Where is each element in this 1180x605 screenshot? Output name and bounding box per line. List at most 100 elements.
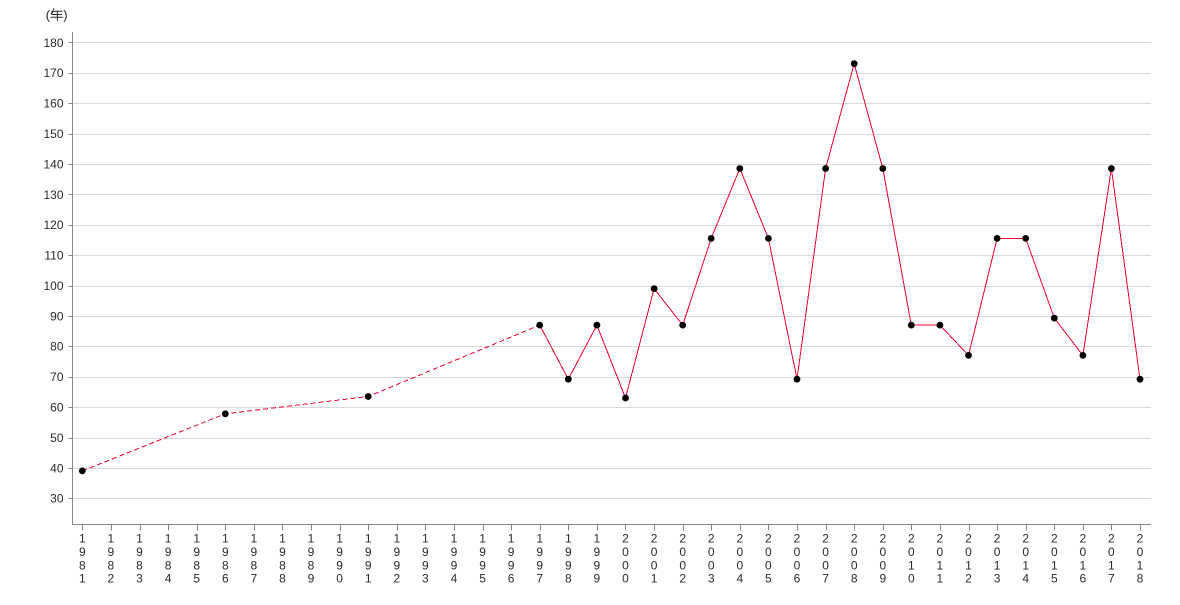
svg-text:): ) bbox=[63, 8, 67, 23]
svg-text:2: 2 bbox=[108, 572, 115, 586]
svg-text:160: 160 bbox=[43, 97, 63, 111]
svg-text:2: 2 bbox=[679, 532, 686, 546]
svg-text:170: 170 bbox=[43, 66, 63, 80]
svg-text:9: 9 bbox=[308, 572, 315, 586]
svg-text:1: 1 bbox=[1051, 558, 1058, 572]
svg-text:4: 4 bbox=[165, 572, 172, 586]
svg-text:9: 9 bbox=[393, 558, 400, 572]
svg-text:0: 0 bbox=[937, 545, 944, 559]
svg-text:2: 2 bbox=[822, 532, 829, 546]
svg-text:1: 1 bbox=[365, 572, 372, 586]
svg-text:1: 1 bbox=[279, 532, 286, 546]
svg-text:9: 9 bbox=[336, 545, 343, 559]
svg-text:40: 40 bbox=[50, 461, 64, 475]
svg-text:1: 1 bbox=[451, 532, 458, 546]
svg-text:0: 0 bbox=[679, 558, 686, 572]
svg-text:0: 0 bbox=[736, 545, 743, 559]
svg-text:9: 9 bbox=[422, 558, 429, 572]
svg-text:0: 0 bbox=[822, 558, 829, 572]
svg-text:2: 2 bbox=[937, 532, 944, 546]
svg-text:9: 9 bbox=[594, 545, 601, 559]
svg-text:1: 1 bbox=[79, 532, 86, 546]
svg-text:120: 120 bbox=[43, 218, 63, 232]
svg-text:9: 9 bbox=[279, 545, 286, 559]
svg-text:0: 0 bbox=[622, 545, 629, 559]
svg-text:130: 130 bbox=[43, 188, 63, 202]
svg-text:1: 1 bbox=[79, 572, 86, 586]
svg-text:2: 2 bbox=[1080, 532, 1087, 546]
svg-text:4: 4 bbox=[1022, 572, 1029, 586]
svg-text:1: 1 bbox=[1080, 558, 1087, 572]
svg-text:2: 2 bbox=[794, 532, 801, 546]
svg-text:2: 2 bbox=[965, 572, 972, 586]
svg-text:60: 60 bbox=[50, 401, 64, 415]
svg-text:5: 5 bbox=[479, 572, 486, 586]
svg-text:2: 2 bbox=[1022, 532, 1029, 546]
svg-text:1: 1 bbox=[1108, 558, 1115, 572]
svg-text:1: 1 bbox=[937, 558, 944, 572]
svg-text:9: 9 bbox=[536, 558, 543, 572]
svg-text:8: 8 bbox=[79, 558, 86, 572]
svg-text:6: 6 bbox=[1080, 572, 1087, 586]
svg-text:9: 9 bbox=[193, 545, 200, 559]
svg-text:2: 2 bbox=[679, 572, 686, 586]
svg-text:2: 2 bbox=[393, 572, 400, 586]
svg-text:9: 9 bbox=[594, 558, 601, 572]
svg-text:4: 4 bbox=[451, 572, 458, 586]
svg-text:1: 1 bbox=[165, 532, 172, 546]
svg-text:2: 2 bbox=[851, 532, 858, 546]
svg-text:9: 9 bbox=[536, 545, 543, 559]
svg-text:8: 8 bbox=[165, 558, 172, 572]
svg-text:8: 8 bbox=[222, 558, 229, 572]
svg-text:9: 9 bbox=[422, 545, 429, 559]
svg-text:7: 7 bbox=[1108, 572, 1115, 586]
svg-text:8: 8 bbox=[193, 558, 200, 572]
svg-text:2: 2 bbox=[994, 532, 1001, 546]
svg-text:2: 2 bbox=[965, 532, 972, 546]
svg-text:0: 0 bbox=[765, 545, 772, 559]
svg-text:1: 1 bbox=[565, 532, 572, 546]
svg-text:7: 7 bbox=[536, 572, 543, 586]
svg-text:0: 0 bbox=[336, 572, 343, 586]
svg-text:1: 1 bbox=[251, 532, 258, 546]
svg-text:1: 1 bbox=[308, 532, 315, 546]
svg-text:9: 9 bbox=[136, 545, 143, 559]
svg-text:0: 0 bbox=[651, 545, 658, 559]
svg-text:9: 9 bbox=[508, 558, 515, 572]
svg-text:6: 6 bbox=[508, 572, 515, 586]
svg-text:0: 0 bbox=[851, 545, 858, 559]
svg-text:1: 1 bbox=[965, 558, 972, 572]
svg-text:1: 1 bbox=[1022, 558, 1029, 572]
svg-text:0: 0 bbox=[965, 545, 972, 559]
svg-text:1: 1 bbox=[994, 558, 1001, 572]
svg-text:9: 9 bbox=[365, 545, 372, 559]
svg-text:1: 1 bbox=[536, 532, 543, 546]
svg-text:2: 2 bbox=[908, 532, 915, 546]
svg-text:9: 9 bbox=[251, 545, 258, 559]
svg-text:(: ( bbox=[46, 8, 51, 23]
svg-text:1: 1 bbox=[1137, 558, 1144, 572]
svg-text:0: 0 bbox=[708, 558, 715, 572]
svg-text:5: 5 bbox=[1051, 572, 1058, 586]
svg-text:9: 9 bbox=[479, 558, 486, 572]
svg-text:3: 3 bbox=[994, 572, 1001, 586]
svg-text:9: 9 bbox=[879, 572, 886, 586]
svg-text:0: 0 bbox=[879, 545, 886, 559]
svg-text:8: 8 bbox=[251, 558, 258, 572]
svg-text:1: 1 bbox=[508, 532, 515, 546]
svg-text:1: 1 bbox=[336, 532, 343, 546]
svg-text:0: 0 bbox=[651, 558, 658, 572]
svg-text:8: 8 bbox=[1137, 572, 1144, 586]
svg-text:0: 0 bbox=[1108, 545, 1115, 559]
svg-text:90: 90 bbox=[50, 309, 64, 323]
svg-text:9: 9 bbox=[451, 558, 458, 572]
svg-text:0: 0 bbox=[908, 572, 915, 586]
svg-text:5: 5 bbox=[193, 572, 200, 586]
svg-text:6: 6 bbox=[222, 572, 229, 586]
svg-text:9: 9 bbox=[565, 545, 572, 559]
svg-text:2: 2 bbox=[879, 532, 886, 546]
svg-text:3: 3 bbox=[708, 572, 715, 586]
svg-text:150: 150 bbox=[43, 127, 63, 141]
svg-text:1: 1 bbox=[908, 558, 915, 572]
svg-text:1: 1 bbox=[365, 532, 372, 546]
